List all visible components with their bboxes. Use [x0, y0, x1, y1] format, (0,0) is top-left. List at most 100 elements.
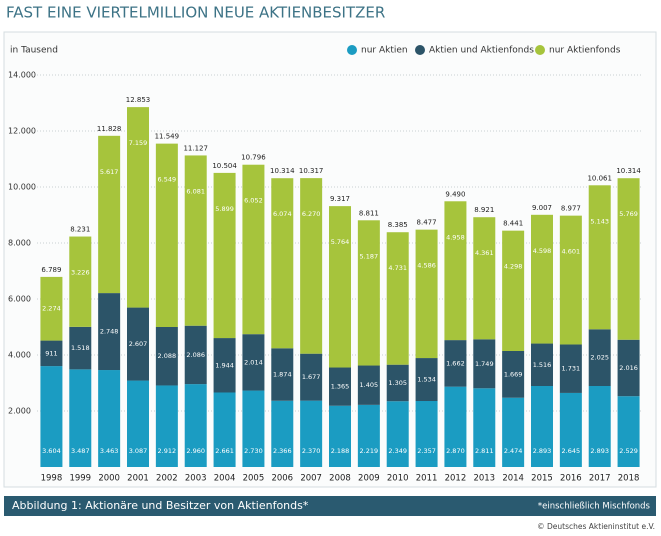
- value-label: 2.349: [388, 447, 407, 455]
- y-tick-label: 14.000: [8, 71, 36, 80]
- value-label: 1.534: [417, 376, 436, 384]
- bar-segment: [329, 405, 351, 467]
- value-label: 2.274: [42, 305, 61, 313]
- x-tick-label: 2018: [618, 474, 640, 484]
- bar-segment: [242, 390, 265, 467]
- value-label: 5.899: [215, 205, 234, 213]
- value-label: 2.370: [302, 447, 321, 455]
- bar-segment: [617, 178, 640, 340]
- legend-label: nur Aktien: [361, 46, 408, 56]
- total-label: 8.977: [561, 205, 581, 213]
- total-label: 8.477: [417, 219, 437, 227]
- bar-segment: [98, 370, 121, 467]
- value-label: 1.677: [302, 373, 321, 381]
- bar-segment: [184, 384, 207, 467]
- legend-marker: [347, 45, 357, 55]
- value-label: 5.617: [100, 168, 119, 176]
- value-label: 6.270: [302, 210, 321, 218]
- y-tick-label: 8.000: [8, 239, 31, 248]
- legend-label: nur Aktienfonds: [549, 46, 621, 56]
- bar-segment: [329, 367, 351, 406]
- value-label: 4.598: [533, 247, 552, 255]
- bar-segment: [155, 143, 178, 327]
- value-label: 2.088: [158, 352, 177, 360]
- bar-segment: [531, 343, 553, 386]
- legend-label: Aktien und Aktienfonds: [429, 46, 534, 56]
- bar-segment: [588, 385, 611, 467]
- x-tick-label: 2005: [243, 474, 265, 484]
- bar-segment: [213, 392, 236, 467]
- total-label: 8.921: [474, 206, 494, 214]
- x-tick-label: 2012: [445, 474, 467, 484]
- bar-segment: [357, 365, 380, 405]
- bar-segment: [502, 350, 525, 398]
- total-label: 10.504: [212, 162, 237, 170]
- value-label: 2.607: [129, 340, 148, 348]
- value-label: 4.298: [504, 263, 523, 271]
- bar-segment: [69, 236, 92, 327]
- bar-segment: [617, 396, 640, 467]
- value-label: 3.487: [71, 447, 90, 455]
- bar-segment: [155, 385, 178, 467]
- value-label: 5.187: [360, 252, 379, 260]
- x-tick-label: 1999: [69, 474, 91, 484]
- bar-segment: [444, 201, 467, 341]
- value-label: 2.529: [619, 447, 638, 455]
- total-label: 10.796: [241, 154, 266, 162]
- value-label: 1.669: [504, 370, 523, 378]
- bar-segment: [242, 164, 265, 335]
- value-label: 2.086: [186, 351, 205, 359]
- bar-segment: [444, 340, 467, 387]
- bar-segment: [40, 366, 63, 467]
- bar-segment: [502, 397, 525, 467]
- value-label: 7.159: [129, 139, 148, 147]
- total-label: 11.549: [155, 133, 180, 141]
- bar-segment: [155, 327, 178, 386]
- bar-segment: [559, 215, 582, 345]
- bar-segment: [531, 385, 553, 467]
- bar-segment: [98, 293, 121, 371]
- value-label: 2.748: [100, 328, 119, 336]
- value-label: 2.357: [417, 447, 436, 455]
- value-label: 6.052: [244, 197, 263, 205]
- bar-segment: [213, 172, 236, 339]
- x-tick-label: 2007: [300, 474, 322, 484]
- value-label: 1.405: [360, 381, 379, 389]
- bar-segment: [300, 400, 323, 467]
- x-tick-label: 2015: [531, 474, 553, 484]
- bar-segment: [300, 353, 323, 401]
- bar-segment: [271, 348, 294, 401]
- x-tick-label: 2011: [416, 474, 438, 484]
- value-label: 5.769: [619, 210, 638, 218]
- x-tick-label: 2003: [185, 474, 207, 484]
- value-label: 2.893: [533, 447, 552, 455]
- total-label: 8.385: [388, 221, 408, 229]
- value-label: 3.226: [71, 269, 90, 277]
- bar-segment: [386, 364, 409, 402]
- y-tick-label: 6.000: [8, 295, 31, 304]
- bar-segment: [271, 178, 294, 349]
- x-tick-label: 2006: [271, 474, 293, 484]
- value-label: 3.604: [42, 447, 61, 455]
- total-label: 9.317: [330, 195, 350, 203]
- value-label: 1.365: [331, 383, 350, 391]
- y-tick-label: 12.000: [8, 127, 36, 136]
- total-label: 9.007: [532, 204, 552, 212]
- value-label: 1.874: [273, 371, 292, 379]
- bar-segment: [415, 229, 438, 359]
- bar-segment: [184, 325, 207, 385]
- caption: Abbildung 1: Aktionäre und Besitzer von …: [12, 499, 309, 512]
- bar-segment: [502, 230, 525, 351]
- bar-segment: [40, 276, 63, 341]
- value-label: 3.087: [129, 447, 148, 455]
- y-tick-label: 2.000: [8, 407, 31, 416]
- value-label: 4.958: [446, 233, 465, 241]
- bar-segment: [40, 340, 63, 367]
- value-label: 1.731: [562, 365, 581, 373]
- value-label: 1.662: [446, 359, 465, 367]
- footnote: *einschließlich Mischfonds: [538, 502, 651, 512]
- bar-segment: [531, 214, 553, 344]
- total-label: 11.127: [183, 144, 208, 152]
